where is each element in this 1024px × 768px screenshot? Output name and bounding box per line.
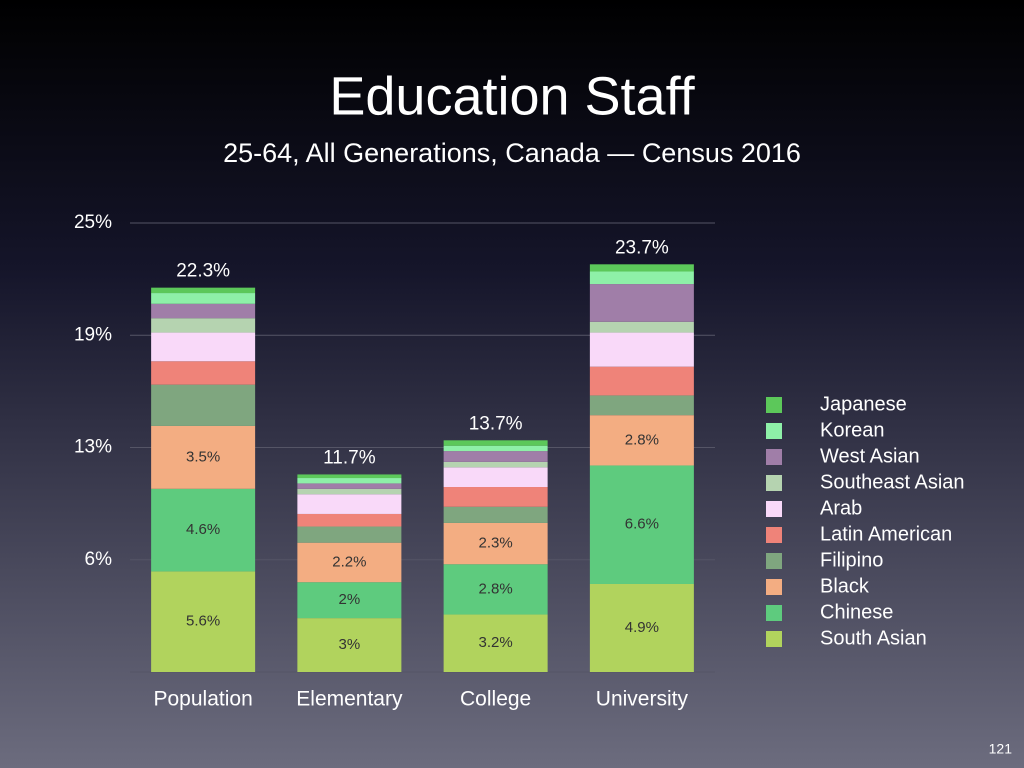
legend-swatch xyxy=(766,527,782,543)
legend-label: Chinese xyxy=(820,601,893,623)
bar-segment xyxy=(443,506,548,523)
bar-segment xyxy=(443,440,548,446)
value-label: 5.6% xyxy=(186,613,220,630)
y-tick-label: 19% xyxy=(74,324,112,345)
legend-swatch xyxy=(766,605,782,621)
bar-segment xyxy=(443,451,548,462)
page-number: 121 xyxy=(989,741,1013,757)
value-label: 2.3% xyxy=(479,535,513,552)
bar-segment xyxy=(151,293,256,304)
legend-label: West Asian xyxy=(820,445,920,467)
bar-segment xyxy=(151,318,256,333)
x-tick-label: College xyxy=(460,688,531,711)
total-label: 11.7% xyxy=(323,447,376,468)
bar-segment xyxy=(443,564,548,615)
bar-segment xyxy=(151,287,256,294)
chart-subtitle: 25-64, All Generations, Canada — Census … xyxy=(223,138,801,168)
legend-swatch xyxy=(766,553,782,569)
bar-segment xyxy=(297,474,402,479)
legend-swatch xyxy=(766,423,782,439)
legend-label: Japanese xyxy=(820,393,907,415)
legend-label: Southeast Asian xyxy=(820,471,965,493)
bar-segment xyxy=(151,571,256,672)
legend-swatch xyxy=(766,397,782,413)
legend-swatch xyxy=(766,449,782,465)
bar-segment xyxy=(443,614,548,672)
legend-label: Korean xyxy=(820,419,885,441)
bar-segment xyxy=(151,361,256,385)
legend-label: Filipino xyxy=(820,549,883,571)
bar-segment xyxy=(151,425,256,489)
bar-segment xyxy=(589,332,694,367)
legend-swatch xyxy=(766,475,782,491)
value-label: 2.8% xyxy=(625,431,659,448)
bar-segment xyxy=(589,583,694,672)
y-tick-label: 25% xyxy=(74,212,112,233)
bar-segment xyxy=(443,522,548,565)
bar-segment xyxy=(589,321,694,333)
value-label: 4.6% xyxy=(186,521,220,538)
bar-segment xyxy=(589,264,694,272)
bar-segment xyxy=(297,618,402,672)
bar-segment xyxy=(589,284,694,322)
legend-label: Black xyxy=(820,575,870,597)
bar-segment xyxy=(589,415,694,466)
value-label: 3.5% xyxy=(186,448,220,465)
y-tick-label: 13% xyxy=(74,437,112,458)
total-label: 23.7% xyxy=(615,237,669,258)
bar-segment xyxy=(297,494,402,514)
bar-segment xyxy=(297,478,402,484)
legend-swatch xyxy=(766,631,782,647)
bar-segment xyxy=(297,513,402,527)
bar-segment xyxy=(443,445,548,452)
bar-segment xyxy=(443,487,548,507)
x-tick-label: University xyxy=(596,688,689,711)
value-label: 3% xyxy=(339,636,361,653)
bar-segment xyxy=(297,582,402,619)
bar-segment xyxy=(297,488,402,495)
bar-segment xyxy=(443,461,548,468)
x-tick-label: Population xyxy=(154,688,253,711)
chart-title: Education Staff xyxy=(329,66,695,126)
value-label: 6.6% xyxy=(625,516,659,533)
legend-swatch xyxy=(766,501,782,517)
y-tick-label: 6% xyxy=(85,549,113,570)
bar-segment xyxy=(589,395,694,416)
bar-segment xyxy=(589,366,694,396)
legend-label: Arab xyxy=(820,497,862,519)
bar-segment xyxy=(151,384,256,426)
legend-label: Latin American xyxy=(820,523,952,545)
bar-segment xyxy=(151,303,256,319)
legend-swatch xyxy=(766,579,782,595)
bar-segment xyxy=(297,526,402,543)
bar-segment xyxy=(151,332,256,362)
bar-segment xyxy=(151,488,256,572)
value-label: 4.9% xyxy=(625,619,659,636)
bar-segment xyxy=(443,467,548,488)
legend-label: South Asian xyxy=(820,627,927,649)
total-label: 13.7% xyxy=(469,413,523,434)
bar-segment xyxy=(589,465,694,584)
value-label: 2% xyxy=(339,591,361,608)
value-label: 2.2% xyxy=(332,553,366,570)
bar-segment xyxy=(297,542,402,583)
value-label: 3.2% xyxy=(479,634,513,651)
bar-segment xyxy=(589,271,694,285)
value-label: 2.8% xyxy=(479,580,513,597)
bar-segment xyxy=(297,483,402,489)
total-label: 22.3% xyxy=(176,261,230,282)
x-tick-label: Elementary xyxy=(296,688,403,711)
